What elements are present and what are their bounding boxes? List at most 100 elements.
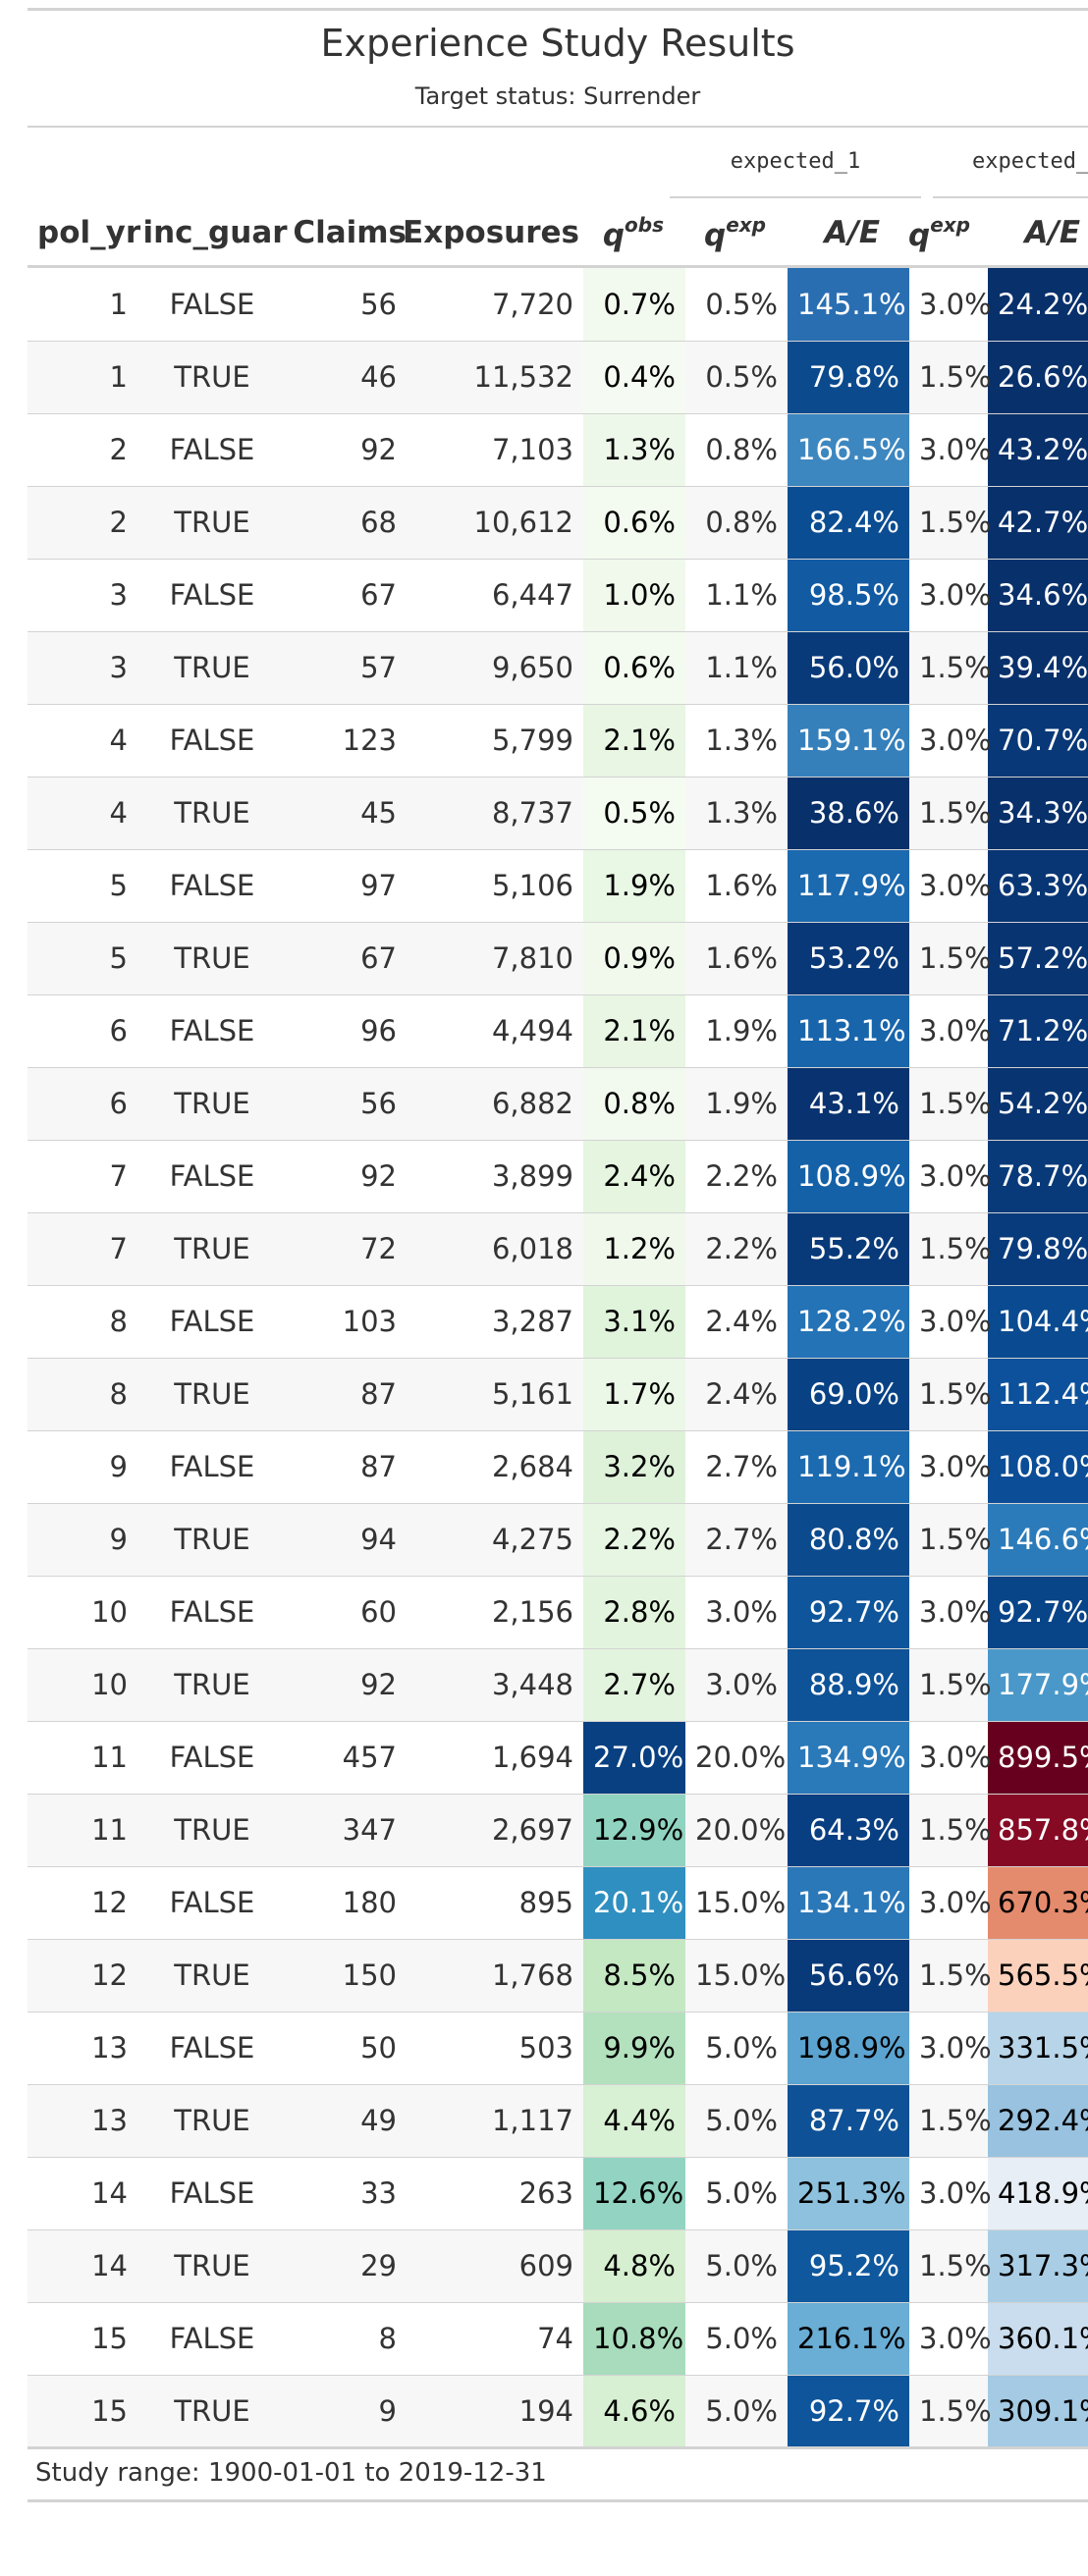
cell-ae-2: 26.6% <box>988 340 1088 413</box>
table-row: 5 TRUE 67 7,810 0.9% 1.6% 53.2% 1.5% 57.2% <box>27 921 1088 994</box>
cell-claims: 123 <box>287 703 407 777</box>
cell-q-exp-2: 3.0% <box>909 558 992 631</box>
cell-pol-yr: 10 <box>27 1575 137 1648</box>
cell-q-exp-2: 3.0% <box>909 1865 992 1939</box>
top-rule <box>27 8 1088 11</box>
cell-q-obs: 2.1% <box>583 993 685 1067</box>
cell-q-exp-2: 1.5% <box>909 1793 992 1866</box>
col-header-claims: Claims <box>293 215 407 250</box>
cell-claims: 9 <box>287 2374 407 2447</box>
cell-exposures: 2,684 <box>407 1429 583 1503</box>
results-table-body: 1 FALSE 56 7,720 0.7% 0.5% 145.1% 3.0% 24.2% 1 TRU… <box>27 268 1088 2447</box>
cell-ae-2: 70.7% <box>988 703 1088 777</box>
cell-ae-2: 71.2% <box>988 993 1088 1067</box>
spanner-expected-1-rule <box>670 196 921 198</box>
cell-pol-yr: 5 <box>27 848 137 922</box>
cell-ae-2: 24.2% <box>988 268 1088 341</box>
cell-q-exp-2: 1.5% <box>909 2228 992 2302</box>
cell-ae-2: 63.3% <box>988 848 1088 922</box>
cell-ae-1: 87.7% <box>788 2083 909 2157</box>
cell-q-exp-2: 3.0% <box>909 1720 992 1794</box>
cell-q-exp-2: 3.0% <box>909 1284 992 1358</box>
cell-q-obs: 0.6% <box>583 630 685 704</box>
cell-q-exp-1: 0.8% <box>685 485 788 559</box>
cell-claims: 33 <box>287 2156 407 2229</box>
cell-exposures: 7,720 <box>491 287 573 321</box>
cell-q-obs: 3.2% <box>583 1429 685 1503</box>
cell-exposures: 1,117 <box>407 2083 583 2157</box>
cell-q-obs: 3.1% <box>583 1284 685 1358</box>
table-row: 7 TRUE 72 6,018 1.2% 2.2% 55.2% 1.5% 79.8% <box>27 1211 1088 1285</box>
cell-q-exp-1: 2.4% <box>685 1284 788 1358</box>
cell-claims: 103 <box>287 1284 407 1358</box>
table-row: 1 FALSE 56 7,720 0.7% 0.5% 145.1% 3.0% 24.2% <box>27 268 1088 341</box>
cell-pol-yr: 8 <box>27 1284 137 1358</box>
cell-exposures: 6,018 <box>407 1211 583 1285</box>
cell-q-exp-1: 1.3% <box>685 703 788 777</box>
cell-pol-yr: 11 <box>27 1793 137 1866</box>
cell-inc-guar: TRUE <box>137 2083 287 2157</box>
cell-q-obs: 1.2% <box>583 1211 685 1285</box>
cell-q-obs: 0.5% <box>583 776 685 849</box>
cell-ae-2: 177.9% <box>988 1647 1088 1721</box>
cell-q-obs: 0.9% <box>583 921 685 994</box>
col-header-ae-1-text: A/E <box>824 215 881 250</box>
cell-exposures: 4,494 <box>407 993 583 1067</box>
cell-q-obs: 20.1% <box>583 1865 685 1939</box>
col-header-ae-2: A/E <box>972 196 1081 269</box>
cell-pol-yr: 8 <box>27 1357 137 1430</box>
col-header-ae-2-text: A/E <box>1024 215 1081 250</box>
cell-q-exp-1: 5.0% <box>685 2301 788 2375</box>
cell-claims: 150 <box>287 1938 407 2012</box>
cell-claims: 46 <box>287 340 407 413</box>
table-row: 6 TRUE 56 6,882 0.8% 1.9% 43.1% 1.5% 54.2% <box>27 1066 1088 1140</box>
cell-q-exp-2: 3.0% <box>909 993 992 1067</box>
cell-exposures: 3,287 <box>407 1284 583 1358</box>
table-row: 4 FALSE 123 5,799 2.1% 1.3% 159.1% 3.0% 70.7% <box>27 703 1088 777</box>
cell-ae-2: 360.1% <box>988 2301 1088 2375</box>
cell-ae-1: 56.0% <box>788 630 909 704</box>
cell-inc-guar: TRUE <box>137 1647 287 1721</box>
cell-inc-guar: TRUE <box>137 1066 287 1140</box>
cell-inc-guar: FALSE <box>137 2301 287 2375</box>
cell-q-obs: 4.8% <box>583 2228 685 2302</box>
cell-claims: 67 <box>287 921 407 994</box>
table-row: 7 FALSE 92 3,899 2.4% 2.2% 108.9% 3.0% 78.7% <box>27 1139 1088 1212</box>
table-row: 11 FALSE 457 1,694 27.0% 20.0% 134.9% 3.0% 899.5… <box>27 1720 1088 1794</box>
cell-ae-1: 82.4% <box>788 485 909 559</box>
cell-ae-2: 857.8% <box>988 1793 1088 1866</box>
col-header-q-exp-2-text: qexp <box>908 212 970 253</box>
cell-ae-1: 134.1% <box>788 1865 909 1939</box>
cell-q-exp-1: 5.0% <box>685 2374 788 2447</box>
cell-q-obs: 4.6% <box>583 2374 685 2447</box>
cell-q-obs: 27.0% <box>583 1720 685 1794</box>
cell-exposures: 5,799 <box>407 703 583 777</box>
cell-q-obs: 8.5% <box>583 1938 685 2012</box>
cell-ae-2: 146.6% <box>988 1502 1088 1576</box>
table-row: 10 FALSE 60 2,156 2.8% 3.0% 92.7% 3.0% 92.7% <box>27 1575 1088 1648</box>
col-header-pol-yr: pol_yr <box>37 215 141 250</box>
table-row: 6 FALSE 96 4,494 2.1% 1.9% 113.1% 3.0% 71.2% <box>27 993 1088 1067</box>
cell-pol-yr: 14 <box>27 2156 137 2229</box>
cell-pol-yr: 7 <box>27 1139 137 1212</box>
cell-claims: 45 <box>287 776 407 849</box>
cell-ae-1: 80.8% <box>788 1502 909 1576</box>
cell-q-exp-1: 2.2% <box>685 1211 788 1285</box>
cell-exposures: 263 <box>407 2156 583 2229</box>
cell-claims: 57 <box>287 630 407 704</box>
cell-q-obs: 10.8% <box>583 2301 685 2375</box>
cell-ae-2: 79.8% <box>988 1211 1088 1285</box>
cell-q-obs: 1.3% <box>583 412 685 486</box>
cell-inc-guar: FALSE <box>137 848 287 922</box>
table-row: 2 FALSE 92 7,103 1.3% 0.8% 166.5% 3.0% 43.2% <box>27 412 1088 486</box>
cell-exposures: 3,899 <box>407 1139 583 1212</box>
col-header-q-obs: qobs <box>579 196 664 269</box>
cell-q-obs: 12.9% <box>583 1793 685 1866</box>
cell-q-exp-2: 3.0% <box>909 1139 992 1212</box>
cell-q-obs: 2.1% <box>583 703 685 777</box>
footer-rule <box>27 2499 1088 2502</box>
